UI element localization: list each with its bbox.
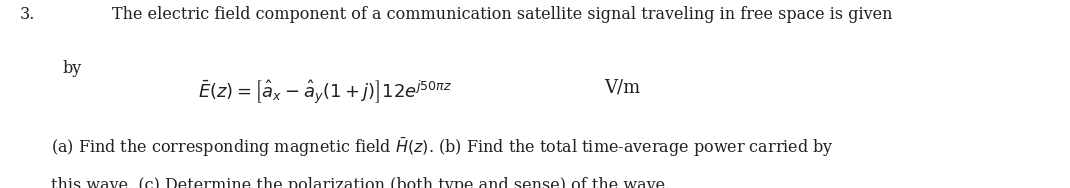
Text: $\bar{E}(z) = \left[\hat{a}_x - \hat{a}_y(1+j)\right]12e^{j50\pi z}$: $\bar{E}(z) = \left[\hat{a}_x - \hat{a}_… (198, 79, 453, 106)
Text: (a) Find the corresponding magnetic field $\bar{H}(z)$. (b) Find the total time-: (a) Find the corresponding magnetic fiel… (51, 135, 835, 158)
Text: The electric field component of a communication satellite signal traveling in fr: The electric field component of a commun… (112, 6, 892, 23)
Text: V/m: V/m (605, 79, 641, 97)
Text: this wave. (c) Determine the polarization (both type and sense) of the wave.: this wave. (c) Determine the polarizatio… (51, 177, 671, 188)
Text: 3.: 3. (19, 6, 34, 23)
Text: by: by (62, 60, 81, 77)
